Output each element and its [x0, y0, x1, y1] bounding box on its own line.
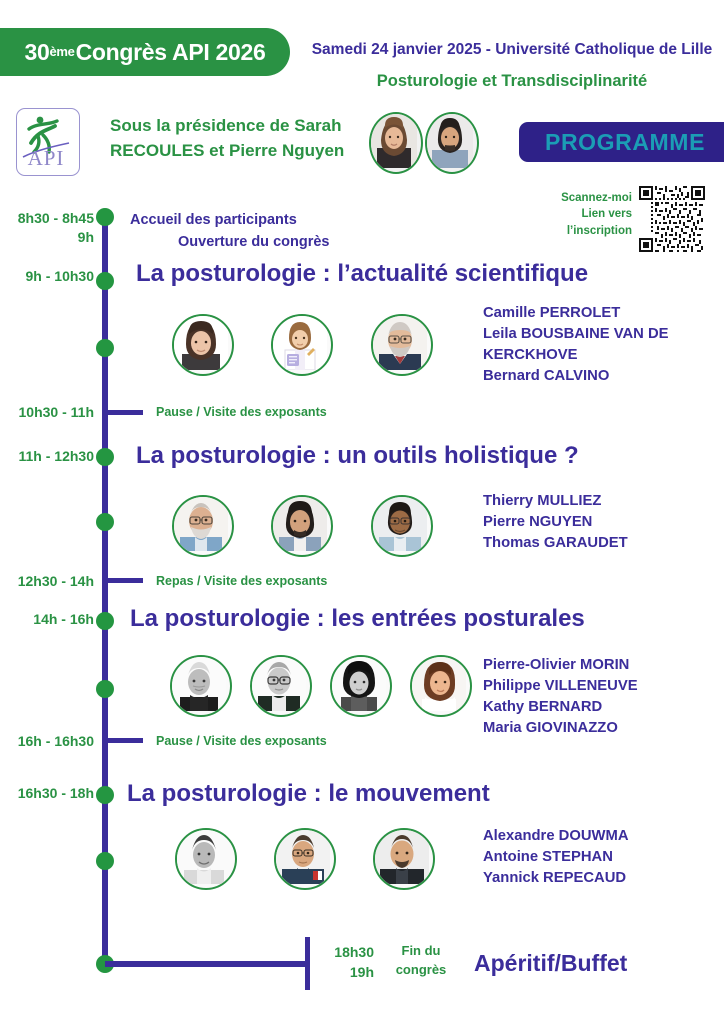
speaker-name: Maria GIOVINAZZO	[483, 720, 618, 736]
speaker-name: Pierre NGUYEN	[483, 514, 593, 530]
speaker-name: Bernard CALVINO	[483, 368, 610, 384]
qr-caption: Scannez-moi Lien vers l’inscription	[542, 190, 632, 239]
speaker-avatar-yannick-repecaud	[373, 828, 435, 890]
time-closing: 18h30 19h	[318, 942, 374, 983]
speaker-avatar-antoine-stephan	[274, 828, 336, 890]
congress-title-rest: Congrès API 2026	[75, 38, 266, 65]
programme-badge: PROGRAMME	[519, 122, 724, 162]
speaker-list-session-1: Camille PERROLET Leila BOUSBAINE VAN DE …	[483, 303, 669, 387]
buffet-label: Apéritif/Buffet	[474, 950, 628, 976]
speaker-name: KERCKHOVE	[483, 347, 578, 363]
speaker-avatar-pierre-nguyen	[271, 495, 333, 557]
timeline-footer-endcap	[305, 937, 310, 990]
opening-text: Accueil des participants Ouverture du co…	[130, 210, 329, 254]
qr-caption-line-1: Scannez-moi	[561, 192, 632, 204]
time-opening: 8h30 - 8h45 9h	[0, 209, 94, 247]
timeline-spine	[102, 211, 108, 963]
speaker-name: Camille PERROLET	[483, 305, 621, 321]
speaker-avatar-alexandre-douwma	[175, 828, 237, 890]
speaker-name: Thierry MULLIEZ	[483, 493, 602, 509]
time-opening-line-2: 9h	[77, 228, 94, 245]
congress-title-number: 30	[24, 38, 50, 65]
speaker-name: Kathy BERNARD	[483, 699, 603, 715]
speaker-avatar-thierry-mulliez	[172, 495, 234, 557]
session-title-4: La posturologie : le mouvement	[127, 780, 490, 807]
opening-line-1: Accueil des participants	[130, 212, 297, 228]
api-logo-mark: API	[22, 116, 70, 170]
qr-caption-line-3: l’inscription	[566, 224, 632, 237]
timeline-dot-opening	[96, 208, 114, 226]
speaker-list-session-3: Pierre-Olivier MORIN Philippe VILLENEUVE…	[483, 655, 638, 739]
session-title-2: La posturologie : un outils holistique ?	[136, 442, 579, 469]
speaker-avatar-bernard-calvino	[371, 314, 433, 376]
opening-line-2: Ouverture du congrès	[178, 233, 330, 250]
speaker-avatar-leila-bousbaine	[271, 314, 333, 376]
timeline-footer-connector	[105, 961, 310, 967]
timeline-branch-break-2	[105, 578, 143, 583]
speaker-name: Yannick REPECAUD	[483, 870, 627, 886]
timeline-dot-session-3-speakers	[96, 680, 114, 698]
time-session-4: 16h30 - 18h	[17, 785, 94, 801]
time-session-2: 11h - 12h30	[18, 448, 95, 464]
api-logo: API	[16, 108, 80, 176]
speaker-name: Antoine STEPHAN	[483, 849, 613, 865]
closing-label-line-1: Fin du	[401, 943, 441, 958]
speaker-avatar-camille-perrolet	[172, 314, 234, 376]
speaker-avatar-pierre-olivier-morin	[170, 655, 232, 717]
closing-label-line-2: congrès	[395, 961, 447, 977]
session-title-1: La posturologie : l’actualité scientifiq…	[136, 260, 589, 287]
event-theme-subtitle: Posturologie et Transdisciplinarité	[376, 72, 648, 90]
time-opening-line-1: 8h30 - 8h45	[17, 210, 94, 226]
timeline-dot-session-1-speakers	[96, 339, 114, 357]
congress-title-pill: 30 ème Congrès API 2026	[0, 28, 290, 76]
registration-qr-code[interactable]	[639, 186, 705, 252]
speaker-name: Pierre-Olivier MORIN	[483, 657, 630, 673]
qr-code-icon	[639, 186, 705, 252]
speaker-avatar-thomas-garaudet	[371, 495, 433, 557]
timeline-dot-session-3	[96, 612, 114, 630]
timeline-branch-break-3	[105, 738, 143, 743]
speaker-avatar-philippe-villeneuve	[250, 655, 312, 717]
event-date-location: Samedi 24 janvier 2025 - Université Cath…	[311, 41, 713, 58]
session-title-3: La posturologie : les entrées posturales	[130, 605, 585, 632]
time-break-2: 12h30 - 14h	[17, 573, 94, 589]
closing-label: Fin du congrès	[386, 942, 456, 980]
presidency-line-1: Sous la présidence de Sarah	[110, 116, 342, 135]
time-session-1: 9h - 10h30	[25, 268, 94, 284]
presidency-text: Sous la présidence de Sarah RECOULES et …	[110, 114, 360, 163]
speaker-name: Leila BOUSBAINE VAN DE	[483, 326, 669, 342]
speaker-name: Alexandre DOUWMA	[483, 828, 629, 844]
president-avatar-sarah-recoules	[369, 112, 423, 174]
time-closing-line-1: 18h30	[334, 944, 374, 960]
timeline-dot-session-4-speakers	[96, 852, 114, 870]
time-break-3: 16h - 16h30	[17, 733, 94, 749]
time-session-3: 14h - 16h	[33, 611, 94, 627]
timeline-dot-session-2-speakers	[96, 513, 114, 531]
speaker-avatar-maria-giovinazzo	[410, 655, 472, 717]
timeline-dot-session-2	[96, 448, 114, 466]
speaker-list-session-4: Alexandre DOUWMA Antoine STEPHAN Yannick…	[483, 826, 629, 889]
time-break-1: 10h30 - 11h	[18, 404, 95, 420]
timeline-dot-session-4	[96, 786, 114, 804]
speaker-avatar-kathy-bernard	[330, 655, 392, 717]
presidency-line-2: RECOULES et Pierre Nguyen	[110, 140, 345, 160]
timeline-branch-break-1	[105, 410, 143, 415]
speaker-name: Thomas GARAUDET	[483, 535, 628, 551]
svg-text:API: API	[28, 146, 65, 170]
time-closing-line-2: 19h	[349, 964, 374, 981]
break-label-1: Pause / Visite des exposants	[156, 405, 327, 419]
qr-caption-line-2: Lien vers	[581, 208, 633, 221]
president-avatar-pierre-nguyen	[425, 112, 479, 174]
timeline-dot-session-1	[96, 272, 114, 290]
break-label-2: Repas / Visite des exposants	[156, 574, 328, 588]
speaker-name: Philippe VILLENEUVE	[483, 678, 638, 694]
speaker-list-session-2: Thierry MULLIEZ Pierre NGUYEN Thomas GAR…	[483, 491, 628, 554]
break-label-3: Pause / Visite des exposants	[156, 734, 327, 748]
